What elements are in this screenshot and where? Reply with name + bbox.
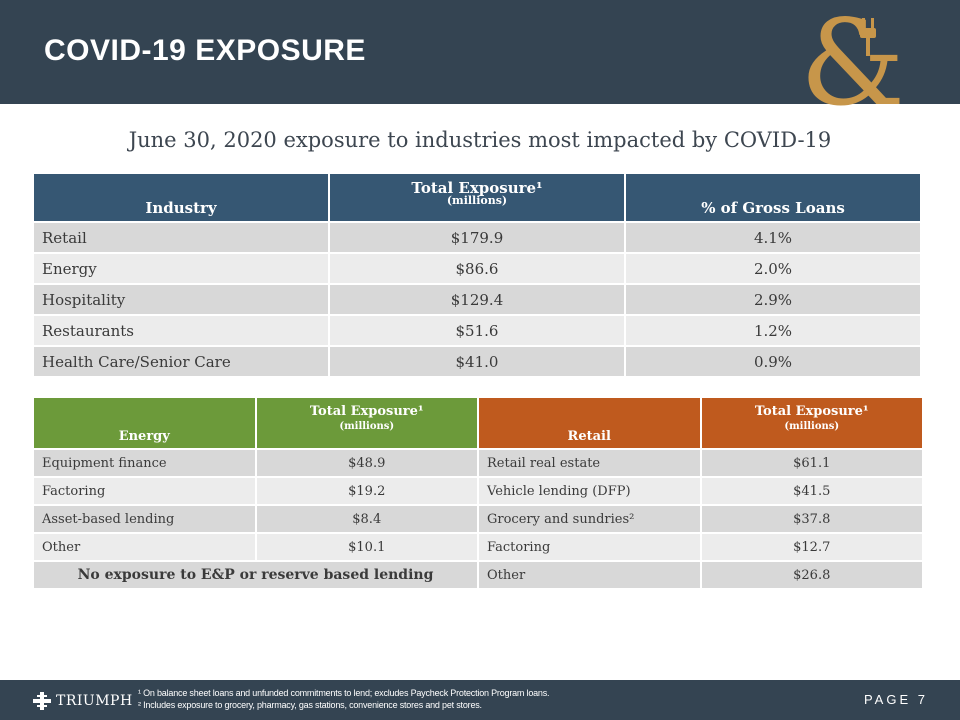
column-header-total-exposure: Total Exposure¹ (millions): [330, 174, 624, 221]
column-header-industry: Industry: [34, 174, 328, 221]
table-row: Energy $86.6 2.0%: [34, 254, 920, 283]
retail-exposure-cell: $61.1: [701, 450, 922, 476]
percent-cell: 2.9%: [626, 285, 920, 314]
column-header-retail: Retail: [479, 398, 700, 448]
exposure-cell: $86.6: [330, 254, 624, 283]
column-header-energy: Energy: [34, 398, 255, 448]
table-row: Health Care/Senior Care $41.0 0.9%: [34, 347, 920, 376]
energy-category-cell: Equipment finance: [34, 450, 255, 476]
retail-category-cell: Other: [479, 562, 700, 588]
table-row: Equipment finance $48.9 Retail real esta…: [34, 450, 922, 476]
energy-category-cell: Factoring: [34, 478, 255, 504]
sector-breakdown-table: Energy Total Exposure¹ (millions) Retail…: [32, 396, 924, 590]
industry-cell: Energy: [34, 254, 328, 283]
retail-exposure-cell: $41.5: [701, 478, 922, 504]
percent-cell: 4.1%: [626, 223, 920, 252]
percent-cell: 1.2%: [626, 316, 920, 345]
exposure-cell: $179.9: [330, 223, 624, 252]
retail-category-cell: Factoring: [479, 534, 700, 560]
table-row: Asset-based lending $8.4 Grocery and sun…: [34, 506, 922, 532]
energy-exposure-cell: $48.9: [256, 450, 477, 476]
energy-category-cell: Other: [34, 534, 255, 560]
footnote-2: ² Includes exposure to grocery, pharmacy…: [138, 700, 482, 710]
industry-cell: Health Care/Senior Care: [34, 347, 328, 376]
retail-category-cell: Vehicle lending (DFP): [479, 478, 700, 504]
svg-text:&: &: [800, 0, 900, 112]
triumph-cross-icon: [33, 692, 51, 710]
retail-category-cell: Grocery and sundries²: [479, 506, 700, 532]
industry-exposure-table: Industry Total Exposure¹ (millions) % of…: [32, 172, 922, 378]
industry-cell: Retail: [34, 223, 328, 252]
exposure-cell: $41.0: [330, 347, 624, 376]
retail-exposure-cell: $26.8: [701, 562, 922, 588]
retail-exposure-cell: $12.7: [701, 534, 922, 560]
exposure-cell: $51.6: [330, 316, 624, 345]
percent-cell: 0.9%: [626, 347, 920, 376]
footer-bar: TRIUMPH ¹ On balance sheet loans and unf…: [0, 680, 960, 720]
exposure-cell: $129.4: [330, 285, 624, 314]
energy-exposure-cell: $8.4: [256, 506, 477, 532]
industry-cell: Hospitality: [34, 285, 328, 314]
page-title: COVID-19 EXPOSURE: [44, 34, 366, 67]
energy-exposure-cell: $10.1: [256, 534, 477, 560]
subtitle: June 30, 2020 exposure to industries mos…: [128, 128, 832, 152]
column-header-energy-exposure: Total Exposure¹ (millions): [256, 398, 477, 448]
column-header-percent-gross-loans: % of Gross Loans: [626, 174, 920, 221]
retail-category-cell: Retail real estate: [479, 450, 700, 476]
brand-logo: TRIUMPH: [32, 691, 133, 711]
page-number: PAGE 7: [863, 692, 928, 707]
ampersand-plug-icon: &: [800, 0, 900, 112]
industry-cell: Restaurants: [34, 316, 328, 345]
table-row: Hospitality $129.4 2.9%: [34, 285, 920, 314]
energy-category-cell: Asset-based lending: [34, 506, 255, 532]
footnote-1: ¹ On balance sheet loans and unfunded co…: [138, 688, 550, 698]
brand-name: TRIUMPH: [56, 693, 133, 709]
table-row: Other $10.1 Factoring $12.7: [34, 534, 922, 560]
table-row: Restaurants $51.6 1.2%: [34, 316, 920, 345]
energy-exposure-cell: $19.2: [256, 478, 477, 504]
table-row: Retail $179.9 4.1%: [34, 223, 920, 252]
header-bar: COVID-19 EXPOSURE &: [0, 0, 960, 112]
retail-exposure-cell: $37.8: [701, 506, 922, 532]
percent-cell: 2.0%: [626, 254, 920, 283]
table-row: No exposure to E&P or reserve based lend…: [34, 562, 922, 588]
footnotes: ¹ On balance sheet loans and unfunded co…: [138, 687, 550, 711]
energy-note-cell: No exposure to E&P or reserve based lend…: [34, 562, 477, 588]
table-row: Factoring $19.2 Vehicle lending (DFP) $4…: [34, 478, 922, 504]
column-header-retail-exposure: Total Exposure¹ (millions): [701, 398, 922, 448]
